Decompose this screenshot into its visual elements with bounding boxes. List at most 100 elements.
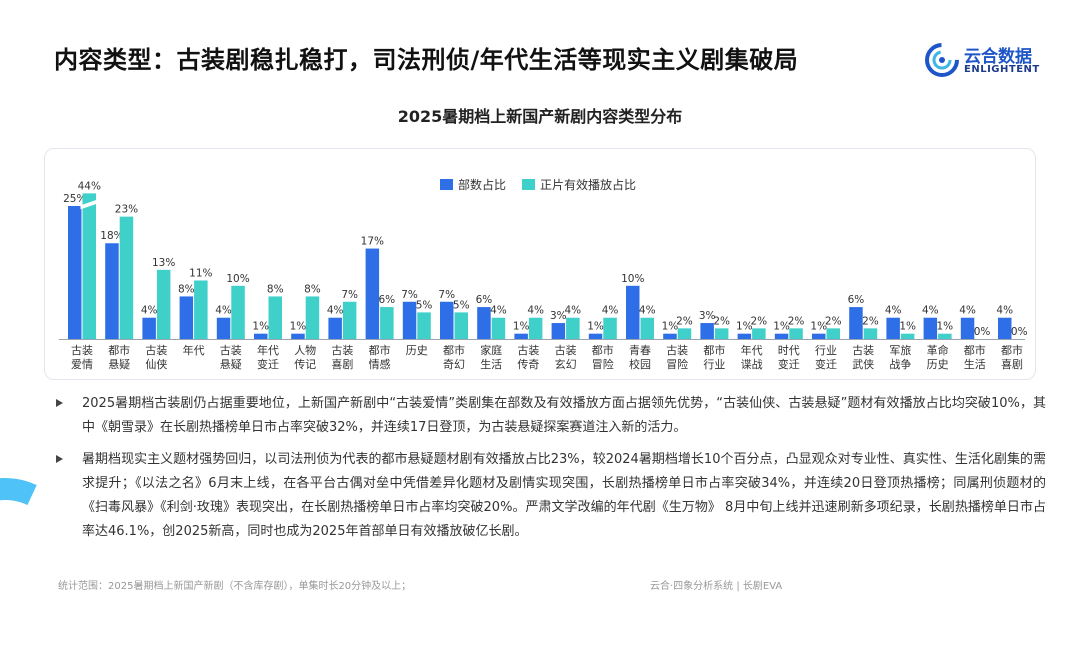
category-label: 情感 xyxy=(369,358,391,371)
data-label-count: 6% xyxy=(476,294,493,306)
data-label-count: 3% xyxy=(699,310,716,322)
arrow-bullet-icon xyxy=(56,399,63,407)
category-label: 生活 xyxy=(480,357,502,371)
bar-play xyxy=(528,317,543,339)
category-label: 冒险 xyxy=(592,357,614,371)
category-label: 变迁 xyxy=(815,357,837,371)
category-label: 都市 xyxy=(369,343,391,357)
category-label: 都市 xyxy=(964,343,986,357)
source-note: 云合·四象分析系统 | 长剧EVA xyxy=(650,581,783,592)
logo-text-cn: 云合数据 xyxy=(964,47,1032,67)
bar-count xyxy=(68,206,82,339)
category-label: 军旅 xyxy=(889,343,911,357)
data-label-count: 4% xyxy=(922,305,939,317)
bar-chart: 部数占比 正片有效播放占比 25%44% 古装爱情 18% 23% 都市悬疑 4% 13% 古装仙… xyxy=(59,177,1028,371)
bar-play xyxy=(454,312,468,339)
bar-count xyxy=(849,307,863,339)
data-label-count: 4% xyxy=(959,305,976,317)
data-label-play: 0% xyxy=(1011,326,1028,338)
logo-text-en: ENLIGHTENT xyxy=(964,64,1040,75)
category-label: 家庭 xyxy=(480,343,502,357)
bar-count xyxy=(737,333,752,339)
data-label-play: 4% xyxy=(565,305,582,317)
bar-play xyxy=(82,193,96,339)
data-label-count: 1% xyxy=(587,321,604,333)
data-label-play: 1% xyxy=(937,321,954,333)
category-label: 古装 xyxy=(331,344,353,357)
category-label: 行业 xyxy=(703,358,725,371)
data-label-play: 44% xyxy=(78,180,101,192)
data-label-play: 6% xyxy=(379,294,396,306)
category-label: 生活 xyxy=(964,357,986,371)
insight-text: 2025暑期档古装剧仍占据重要地位，上新国产新剧中“古装爱情”类剧集在部数及有效… xyxy=(82,396,1046,435)
category-label: 爱情 xyxy=(71,358,93,371)
category-label: 时代 xyxy=(778,344,800,357)
insight-item: 暑期档现实主义题材强势回归，以司法刑侦为代表的都市悬疑题材剧有效播放占比23%，… xyxy=(56,448,1046,544)
category-label: 喜剧 xyxy=(1001,358,1023,371)
legend-label-play: 正片有效播放占比 xyxy=(540,177,636,192)
data-label-count: 1% xyxy=(290,321,307,333)
insight-list: 2025暑期档古装剧仍占据重要地位，上新国产新剧中“古装爱情”类剧集在部数及有效… xyxy=(56,392,1046,552)
bar-count xyxy=(663,333,677,339)
bar-count xyxy=(700,323,714,339)
bar-count xyxy=(440,301,454,339)
data-label-count: 1% xyxy=(773,321,790,333)
data-label-count: 7% xyxy=(438,289,455,301)
data-label-count: 1% xyxy=(662,321,679,333)
data-label-play: 11% xyxy=(189,267,212,279)
bar-count xyxy=(105,243,119,339)
bar-play xyxy=(677,328,692,339)
category-label: 悬疑 xyxy=(108,358,130,371)
data-label-play: 7% xyxy=(341,289,358,301)
category-label: 变迁 xyxy=(257,357,279,371)
data-label-count: 10% xyxy=(621,273,644,285)
category-label: 古装 xyxy=(666,344,688,357)
bar-play xyxy=(380,307,394,339)
bar-count xyxy=(886,317,900,339)
data-label-play: 2% xyxy=(676,315,693,327)
data-label-count: 1% xyxy=(810,321,827,333)
data-label-play: 2% xyxy=(825,315,842,327)
category-label: 战争 xyxy=(889,357,911,371)
data-label-count: 1% xyxy=(252,321,269,333)
category-label: 年代 xyxy=(741,343,763,357)
bar-count xyxy=(774,333,789,339)
data-label-count: 6% xyxy=(848,294,865,306)
category-label: 行业 xyxy=(815,344,837,357)
data-label-count: 18% xyxy=(100,230,123,242)
data-label-play: 4% xyxy=(490,305,507,317)
data-label-play: 5% xyxy=(416,299,433,311)
category-label: 古装 xyxy=(220,344,242,357)
bar-count xyxy=(923,317,938,339)
data-label-count: 4% xyxy=(327,305,344,317)
category-label: 年代 xyxy=(183,343,205,357)
bar-play xyxy=(863,328,878,339)
data-label-count: 8% xyxy=(178,283,195,295)
data-label-play: 2% xyxy=(751,315,768,327)
category-label: 变迁 xyxy=(778,357,800,371)
category-label: 历史 xyxy=(927,358,949,371)
bar-play xyxy=(268,296,282,339)
bar-play xyxy=(491,317,506,339)
data-label-play: 8% xyxy=(304,283,321,295)
legend-swatch-play xyxy=(522,179,535,190)
bar-play xyxy=(900,333,915,339)
category-label: 奇幻 xyxy=(443,358,465,371)
category-label: 古装 xyxy=(145,344,167,357)
data-label-count: 4% xyxy=(885,305,902,317)
bar-play xyxy=(752,328,766,339)
legend-swatch-count xyxy=(440,179,453,190)
bar-count xyxy=(998,317,1012,339)
arrow-bullet-icon xyxy=(56,455,63,463)
data-label-play: 23% xyxy=(115,204,138,216)
bar-count xyxy=(551,323,566,339)
category-label: 青春 xyxy=(629,344,651,357)
page-title: 内容类型：古装剧稳扎稳打，司法刑侦/年代生活等现实主义剧集破局 xyxy=(54,46,799,74)
bar-count xyxy=(960,317,975,339)
brand-logo: 云合数据 ENLIGHTENT xyxy=(924,40,1044,80)
category-label: 武侠 xyxy=(852,358,874,371)
data-label-play: 4% xyxy=(639,305,656,317)
category-label: 悬疑 xyxy=(220,358,242,371)
bar-count xyxy=(142,317,156,339)
data-label-count: 25% xyxy=(63,193,86,205)
